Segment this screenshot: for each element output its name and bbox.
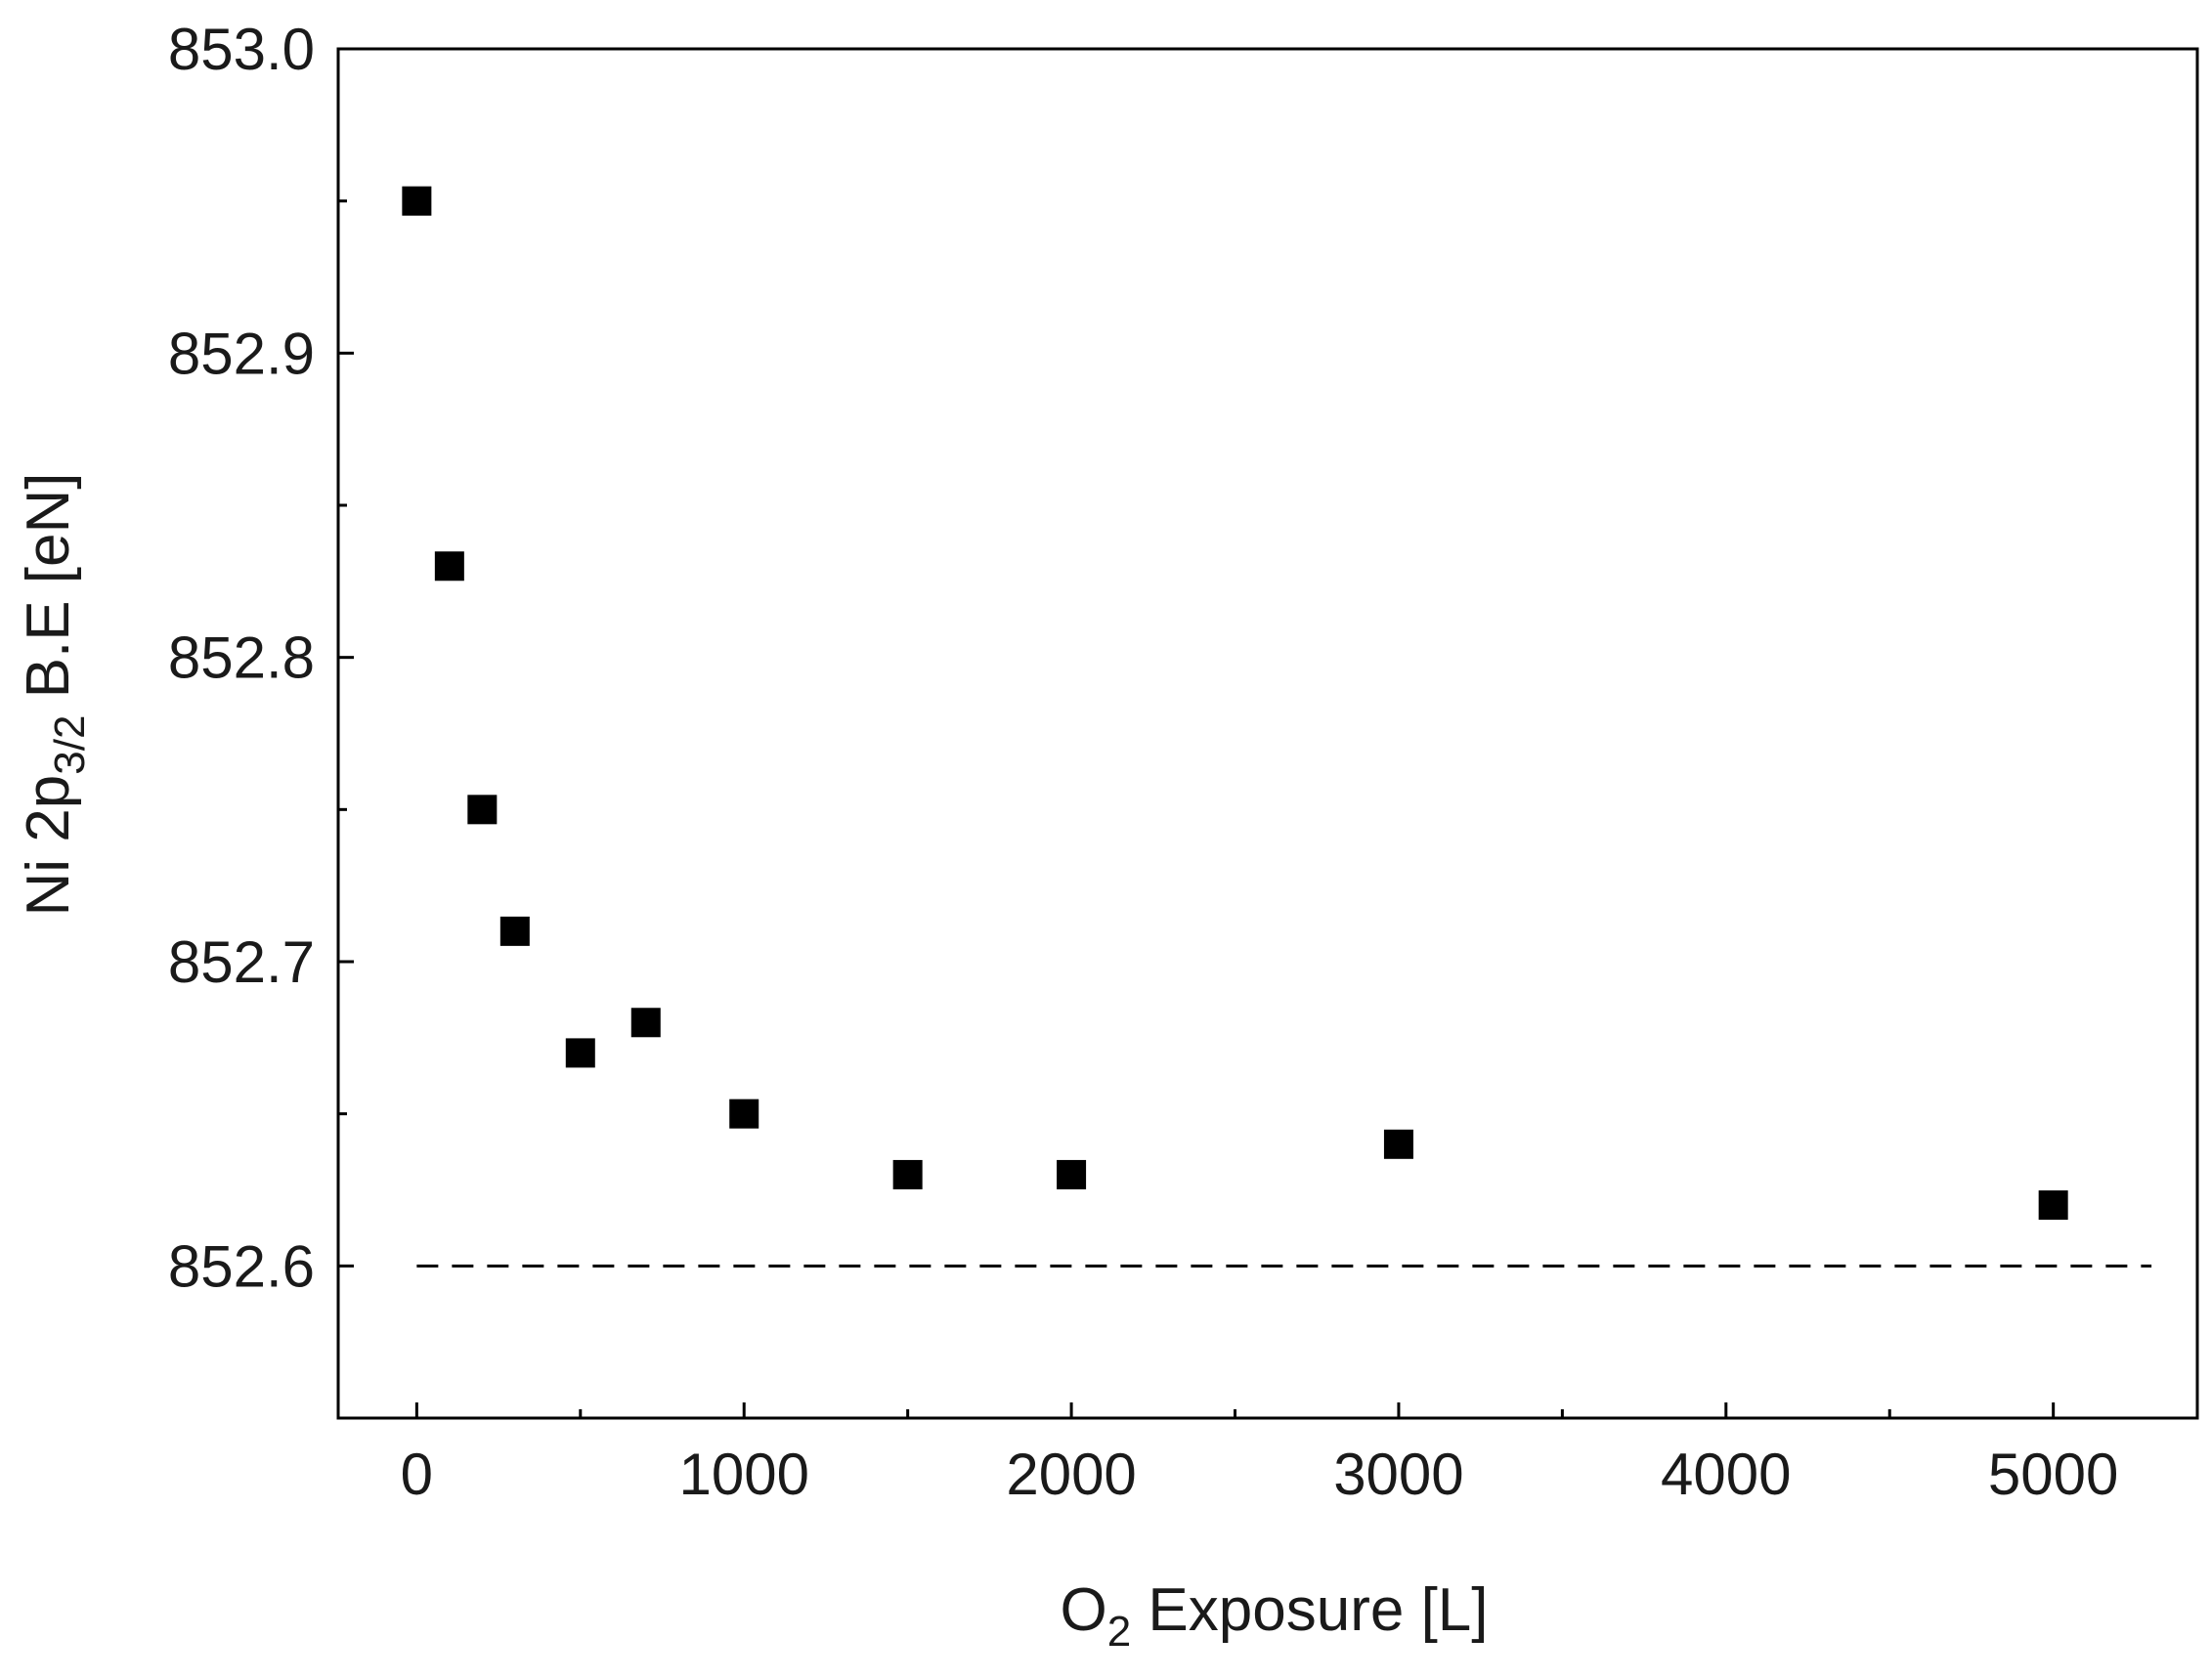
data-point [1057, 1159, 1087, 1189]
y-tick-labels: 852.6 852.7 852.8 852.9 853.0 [168, 17, 315, 1299]
data-point [729, 1098, 759, 1129]
x-tick-label: 1000 [678, 1442, 808, 1507]
data-point [892, 1159, 923, 1189]
y-tick-label: 852.9 [168, 321, 315, 386]
plot-frame [336, 47, 2199, 1420]
y-tick-label: 852.8 [168, 625, 315, 691]
data-point [434, 551, 464, 582]
y-tick-label: 852.7 [168, 929, 315, 995]
x-axis-title-subscript: 2 [1107, 1608, 1131, 1656]
y-axis-title-rest: B.E [eN] [15, 472, 82, 714]
data-point [565, 1038, 595, 1068]
x-axis-title-rest: Exposure [L] [1131, 1576, 1488, 1644]
data-point [499, 916, 530, 946]
y-axis-title-main: Ni 2p [15, 775, 82, 917]
x-tick-label: 4000 [1661, 1442, 1791, 1507]
y-tick-label: 852.6 [168, 1233, 315, 1299]
x-tick-label: 5000 [1988, 1442, 2118, 1507]
data-points [402, 186, 2068, 1221]
data-point [467, 795, 498, 825]
x-tick-label: 2000 [1006, 1442, 1136, 1507]
x-tick-label: 3000 [1333, 1442, 1463, 1507]
minor-ticks [338, 199, 1891, 1418]
major-ticks [338, 47, 2056, 1418]
data-point [2038, 1190, 2068, 1221]
y-axis-title: Ni 2p3/2 B.E [eN] [15, 472, 94, 916]
data-point [402, 186, 432, 216]
x-tick-labels: 0 1000 2000 3000 4000 5000 [401, 1442, 2119, 1507]
y-tick-label: 853.0 [168, 17, 315, 82]
x-axis-title: O2 Exposure [L] [1060, 1576, 1488, 1656]
x-tick-label: 0 [401, 1442, 433, 1507]
y-axis-title-subscript: 3/2 [46, 715, 94, 775]
data-point [630, 1008, 661, 1038]
x-axis-title-main: O [1060, 1576, 1106, 1644]
data-point [1383, 1129, 1413, 1159]
